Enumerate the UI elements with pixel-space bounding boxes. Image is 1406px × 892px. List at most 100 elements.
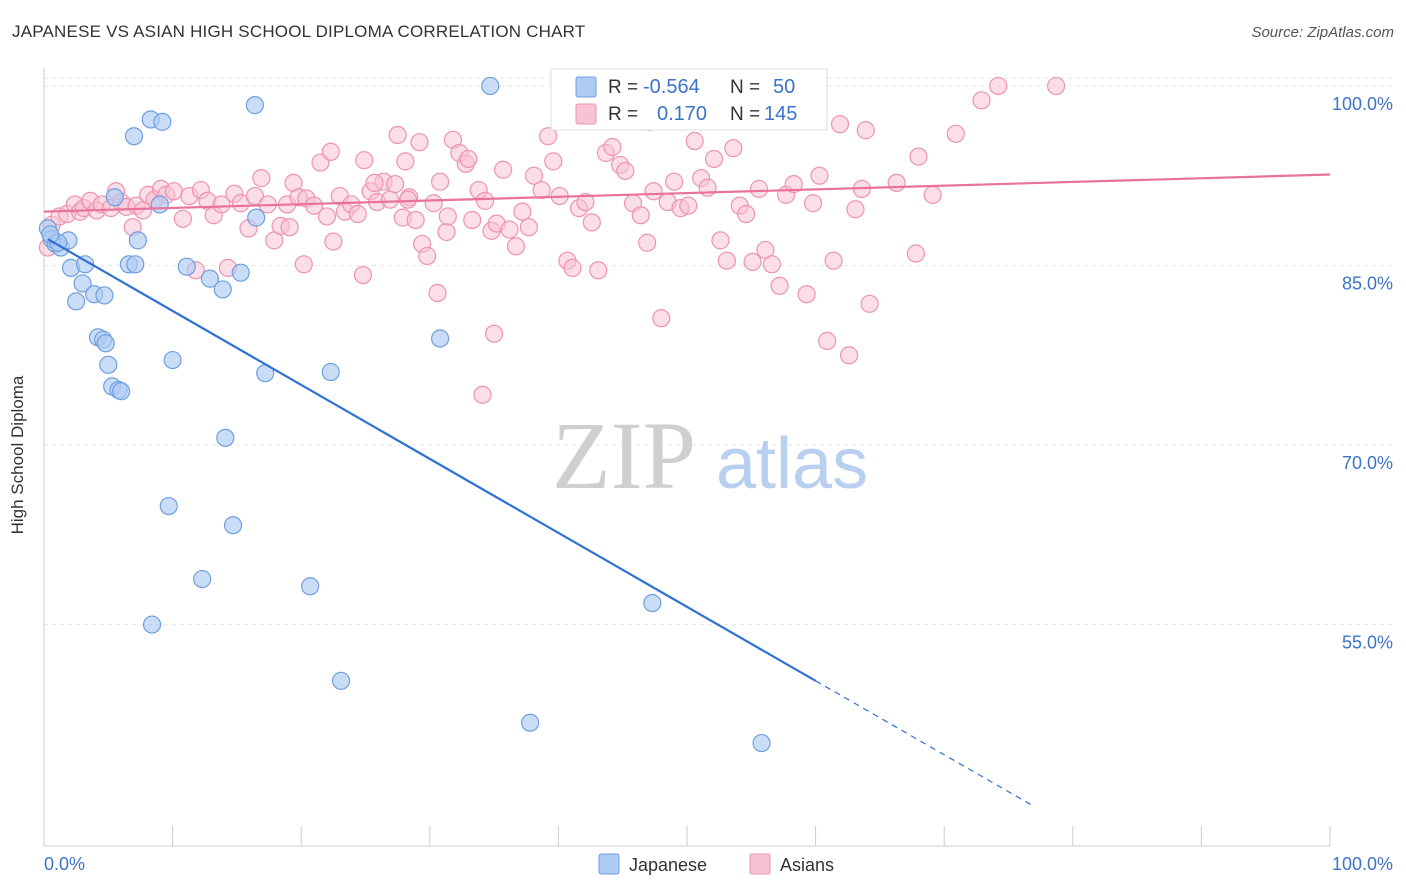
asians-point: [252, 169, 271, 188]
japanese-point: [200, 269, 219, 288]
asians-point: [589, 261, 608, 280]
asians-point: [544, 152, 563, 171]
asians-point: [989, 76, 1008, 96]
asians-point: [724, 139, 743, 158]
asians-point: [616, 161, 635, 181]
asians-point: [946, 124, 965, 143]
japanese-points: [38, 76, 771, 753]
japanese-point: [142, 615, 162, 634]
asians-point: [280, 218, 299, 237]
asians-point: [704, 149, 724, 169]
asians-point: [324, 232, 343, 251]
asians-point: [317, 207, 337, 226]
asians-point: [485, 324, 504, 343]
asians-point: [644, 182, 663, 201]
asians-point: [830, 115, 850, 134]
asians-point: [638, 233, 657, 252]
asians-trend-line: [43, 173, 1331, 213]
stats-box: R = -0.564 N = 50 R = 0.170 N = 145: [550, 68, 828, 131]
asians-point: [388, 125, 407, 145]
stats-asians-r-value: 0.170: [657, 103, 707, 125]
japanese-point: [159, 496, 178, 516]
asians-point: [418, 246, 437, 266]
japanese-point: [112, 382, 131, 401]
watermark-atlas: atlas: [716, 424, 868, 504]
japanese-point: [95, 286, 114, 305]
asians-point: [348, 204, 367, 224]
japanese-point: [213, 280, 232, 299]
asians-point: [784, 175, 803, 194]
japanese-point: [643, 593, 662, 613]
asians-point: [652, 309, 671, 328]
asians-point: [887, 173, 906, 193]
x-tick-label-min: 0.0%: [44, 854, 85, 874]
japanese-trend-extension: [815, 680, 1035, 808]
stats-japanese-n-label: N =: [730, 77, 760, 98]
japanese-point: [41, 225, 60, 244]
legend: Japanese Asians: [598, 853, 834, 875]
japanese-point: [153, 112, 172, 131]
asians-point: [923, 185, 942, 204]
y-tick-label: 70.0%: [1342, 453, 1393, 473]
chart-source: Source: ZipAtlas.com: [1251, 24, 1394, 41]
asians-point: [437, 222, 456, 242]
japanese-point: [430, 329, 450, 348]
asians-point: [856, 121, 875, 140]
japanese-trend-line: [47, 238, 817, 682]
asians-point: [475, 191, 495, 210]
japanese-point: [223, 516, 243, 535]
watermark-zip: ZIP: [552, 402, 696, 509]
asians-point: [532, 180, 551, 200]
asians-point: [762, 255, 781, 274]
japanese-point: [126, 255, 145, 274]
stats-asians-swatch: [575, 103, 597, 125]
asians-point: [749, 179, 769, 198]
asians-point: [524, 166, 544, 185]
asians-point: [428, 283, 447, 303]
y-tick-label: 55.0%: [1342, 633, 1393, 653]
asians-point: [410, 133, 429, 152]
asians-point: [321, 142, 340, 161]
asians-point: [582, 213, 601, 232]
asians-point: [231, 194, 250, 213]
y-tick-label: 85.0%: [1342, 273, 1393, 293]
asians-point: [430, 172, 450, 191]
asians-point: [685, 131, 704, 151]
watermark: ZIP atlas: [552, 402, 868, 509]
japanese-point: [67, 292, 86, 311]
japanese-point: [231, 263, 250, 282]
y-tick-label: 100.0%: [1332, 94, 1393, 114]
asians-point: [909, 147, 928, 166]
asians-point: [631, 206, 650, 225]
chart-title: JAPANESE VS ASIAN HIGH SCHOOL DIPLOMA CO…: [12, 22, 586, 41]
asians-point: [513, 202, 532, 221]
japanese-point: [163, 350, 182, 370]
asians-point: [770, 276, 789, 295]
legend-asians-swatch: [749, 853, 771, 875]
japanese-point: [177, 257, 196, 276]
stats-japanese-r-label: R =: [608, 77, 638, 98]
stats-asians-n-value: 145: [764, 103, 797, 125]
japanese-point: [301, 577, 320, 596]
asians-point: [459, 149, 478, 169]
asians-point: [473, 385, 492, 404]
asians-point: [500, 220, 519, 239]
legend-japanese-swatch: [598, 853, 620, 875]
stats-box-frame: [550, 68, 828, 131]
asians-point: [839, 346, 859, 365]
asians-point: [711, 231, 730, 250]
asians-point: [164, 182, 183, 201]
asians-point: [860, 294, 879, 313]
asians-point: [438, 207, 457, 226]
japanese-point: [247, 208, 266, 227]
stats-japanese-swatch: [575, 76, 597, 98]
japanese-point: [73, 274, 92, 293]
japanese-point: [124, 127, 144, 146]
asians-point: [506, 237, 526, 256]
japanese-point: [105, 188, 124, 207]
axes: [43, 68, 1331, 847]
x-tick-label-max: 100.0%: [1332, 854, 1393, 874]
asians-point: [737, 204, 756, 224]
asians-point: [463, 210, 482, 230]
